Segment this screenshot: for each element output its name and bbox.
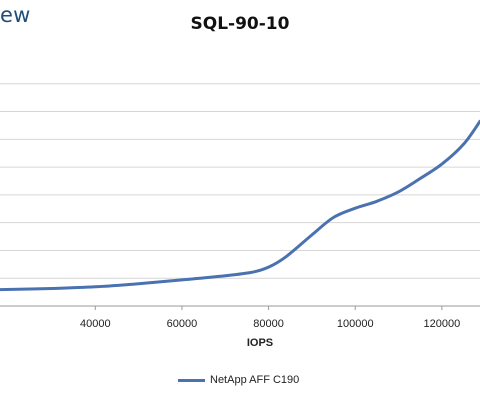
x-tick-label: 40000	[80, 318, 111, 330]
gridlines	[0, 83, 480, 279]
x-tick-label: 80000	[253, 318, 284, 330]
legend-label: NetApp AFF C190	[210, 374, 300, 386]
x-tick-label: 120000	[424, 318, 461, 330]
series-layer	[0, 119, 480, 292]
brand-logo-fragment: ew	[0, 3, 31, 27]
x-axis	[0, 305, 480, 310]
x-tick-label: 100000	[337, 318, 374, 330]
chart-title: SQL-90-10	[190, 14, 290, 34]
legend: NetApp AFF C190	[178, 373, 299, 387]
series-line	[0, 119, 480, 292]
x-tick-labels: 40000 60000 80000 100000 120000	[80, 318, 460, 330]
x-tick-label: 60000	[167, 318, 198, 330]
legend-swatch	[178, 378, 205, 382]
x-axis-title: IOPS	[246, 337, 274, 349]
